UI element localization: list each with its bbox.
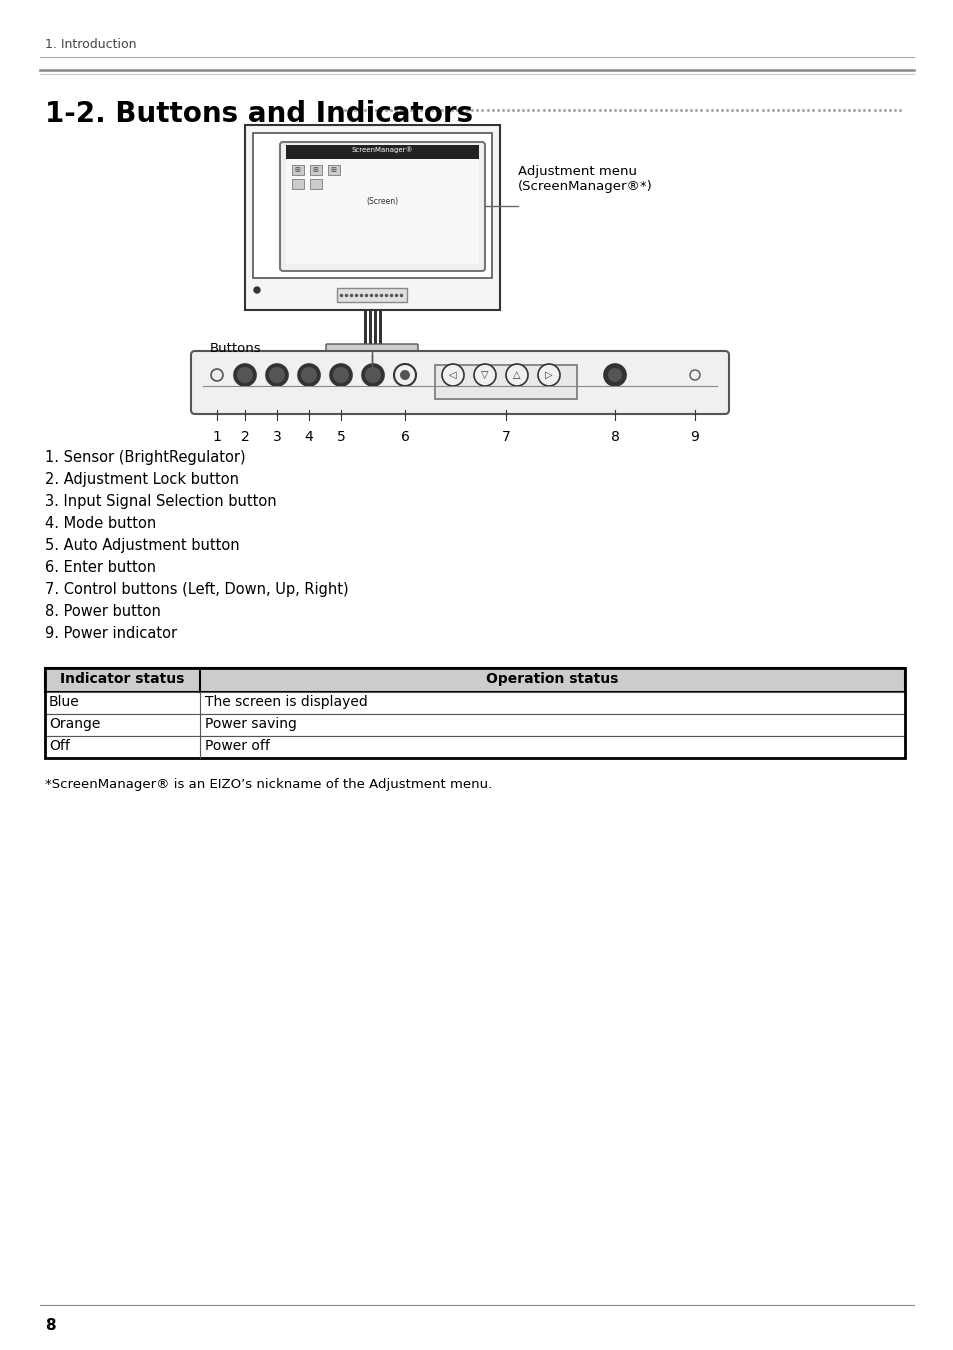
Text: 3. Input Signal Selection button: 3. Input Signal Selection button — [45, 494, 276, 509]
Text: ◁: ◁ — [449, 370, 456, 379]
Text: 7. Control buttons (Left, Down, Up, Right): 7. Control buttons (Left, Down, Up, Righ… — [45, 582, 348, 597]
Text: ⊞: ⊞ — [312, 167, 317, 173]
Text: Operation status: Operation status — [485, 672, 618, 686]
Circle shape — [537, 364, 559, 386]
Text: ⊞: ⊞ — [330, 167, 335, 173]
Text: 5. Auto Adjustment button: 5. Auto Adjustment button — [45, 539, 239, 553]
Circle shape — [603, 364, 625, 386]
Text: 4. Mode button: 4. Mode button — [45, 516, 156, 531]
Bar — [245, 126, 499, 310]
Text: 5: 5 — [336, 431, 345, 444]
Bar — [336, 288, 407, 302]
Text: ScreenManager®: ScreenManager® — [351, 146, 413, 153]
Bar — [253, 134, 492, 278]
Circle shape — [330, 364, 352, 386]
Circle shape — [233, 364, 255, 386]
Bar — [45, 668, 904, 693]
Circle shape — [301, 367, 316, 383]
Bar — [286, 159, 478, 265]
Text: 9: 9 — [690, 431, 699, 444]
Bar — [45, 736, 904, 757]
Text: 6. Enter button: 6. Enter button — [45, 560, 156, 575]
Text: *ScreenManager® is an EIZO’s nickname of the Adjustment menu.: *ScreenManager® is an EIZO’s nickname of… — [45, 778, 492, 791]
FancyBboxPatch shape — [280, 142, 484, 271]
Bar — [378, 310, 381, 346]
Text: 4: 4 — [304, 431, 313, 444]
Text: 1. Introduction: 1. Introduction — [45, 38, 136, 51]
Bar — [364, 310, 367, 346]
Bar — [45, 668, 904, 757]
Text: Blue: Blue — [49, 695, 80, 709]
Bar — [374, 310, 376, 346]
Text: 8: 8 — [610, 431, 618, 444]
Circle shape — [365, 367, 380, 383]
Circle shape — [361, 364, 384, 386]
Bar — [369, 310, 372, 346]
Text: ▽: ▽ — [480, 370, 488, 379]
Text: Buttons: Buttons — [210, 342, 261, 355]
Circle shape — [607, 369, 621, 382]
Text: Adjustment menu
(ScreenManager®*): Adjustment menu (ScreenManager®*) — [517, 165, 652, 193]
Text: 1-2. Buttons and Indicators: 1-2. Buttons and Indicators — [45, 100, 473, 128]
Circle shape — [505, 364, 527, 386]
Circle shape — [253, 288, 260, 293]
FancyBboxPatch shape — [191, 351, 728, 414]
Bar — [292, 165, 304, 176]
Circle shape — [266, 364, 288, 386]
Circle shape — [689, 370, 700, 379]
Bar — [45, 693, 904, 714]
Circle shape — [269, 367, 285, 383]
Circle shape — [399, 370, 410, 379]
Text: The screen is displayed: The screen is displayed — [205, 695, 367, 709]
Text: Indicator status: Indicator status — [60, 672, 184, 686]
Text: 9. Power indicator: 9. Power indicator — [45, 626, 177, 641]
Text: Power off: Power off — [205, 738, 270, 753]
Text: 7: 7 — [501, 431, 510, 444]
Circle shape — [394, 364, 416, 386]
Bar — [328, 165, 339, 176]
Bar — [435, 364, 577, 400]
Circle shape — [474, 364, 496, 386]
Text: 6: 6 — [400, 431, 409, 444]
Text: 8. Power button: 8. Power button — [45, 603, 161, 620]
Text: 1. Sensor (BrightRegulator): 1. Sensor (BrightRegulator) — [45, 450, 245, 464]
Text: 2. Adjustment Lock button: 2. Adjustment Lock button — [45, 472, 239, 487]
Bar — [292, 180, 304, 189]
Text: 1: 1 — [213, 431, 221, 444]
Text: ⊞: ⊞ — [294, 167, 299, 173]
Bar — [310, 180, 322, 189]
Bar — [45, 668, 904, 693]
Text: 8: 8 — [45, 1318, 55, 1332]
Bar — [45, 714, 904, 736]
Text: 2: 2 — [240, 431, 249, 444]
FancyBboxPatch shape — [326, 344, 417, 352]
Circle shape — [211, 369, 223, 381]
Text: △: △ — [513, 370, 520, 379]
Circle shape — [441, 364, 463, 386]
Text: 3: 3 — [273, 431, 281, 444]
Circle shape — [297, 364, 319, 386]
Text: (Screen): (Screen) — [366, 197, 397, 207]
Bar — [286, 144, 478, 159]
Bar — [310, 165, 322, 176]
Text: Power saving: Power saving — [205, 717, 296, 730]
Text: Off: Off — [49, 738, 70, 753]
Text: ▷: ▷ — [545, 370, 552, 379]
Circle shape — [333, 367, 349, 383]
Text: Orange: Orange — [49, 717, 100, 730]
Circle shape — [236, 367, 253, 383]
